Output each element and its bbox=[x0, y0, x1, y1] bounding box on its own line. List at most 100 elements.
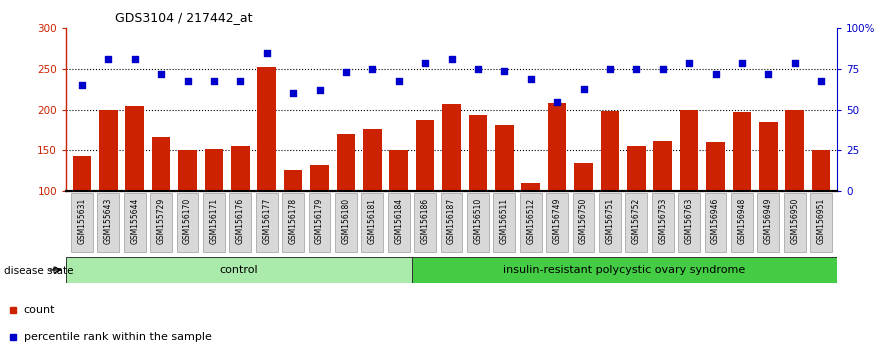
FancyBboxPatch shape bbox=[229, 193, 251, 252]
Text: GSM156179: GSM156179 bbox=[315, 198, 324, 244]
Bar bbox=[284, 170, 302, 191]
Point bbox=[497, 69, 511, 74]
Point bbox=[418, 61, 433, 66]
Text: percentile rank within the sample: percentile rank within the sample bbox=[24, 332, 211, 342]
Point bbox=[286, 91, 300, 96]
Point bbox=[181, 79, 195, 84]
Bar bbox=[786, 110, 804, 191]
FancyBboxPatch shape bbox=[467, 193, 489, 252]
Text: GSM156511: GSM156511 bbox=[500, 198, 509, 244]
FancyBboxPatch shape bbox=[811, 193, 832, 252]
Text: GSM156763: GSM156763 bbox=[685, 198, 693, 244]
FancyBboxPatch shape bbox=[493, 193, 515, 252]
FancyBboxPatch shape bbox=[308, 193, 330, 252]
Text: GSM155643: GSM155643 bbox=[104, 198, 113, 244]
FancyBboxPatch shape bbox=[678, 193, 700, 252]
Point bbox=[603, 66, 617, 72]
FancyBboxPatch shape bbox=[520, 193, 542, 252]
FancyBboxPatch shape bbox=[546, 193, 568, 252]
FancyBboxPatch shape bbox=[414, 193, 436, 252]
Point bbox=[814, 79, 828, 84]
Text: GSM156187: GSM156187 bbox=[447, 198, 456, 244]
FancyBboxPatch shape bbox=[124, 193, 145, 252]
FancyBboxPatch shape bbox=[784, 193, 805, 252]
FancyBboxPatch shape bbox=[335, 193, 357, 252]
Bar bbox=[442, 104, 461, 191]
Bar bbox=[389, 150, 408, 191]
FancyBboxPatch shape bbox=[177, 193, 198, 252]
Text: GSM156186: GSM156186 bbox=[420, 198, 430, 244]
Text: GSM156751: GSM156751 bbox=[605, 198, 614, 244]
Point bbox=[366, 66, 380, 72]
Point bbox=[655, 66, 670, 72]
FancyBboxPatch shape bbox=[204, 193, 225, 252]
Bar bbox=[759, 122, 778, 191]
Bar bbox=[204, 149, 223, 191]
Point bbox=[444, 56, 458, 62]
Text: GSM156951: GSM156951 bbox=[817, 198, 825, 244]
Text: control: control bbox=[219, 265, 258, 275]
FancyBboxPatch shape bbox=[440, 193, 463, 252]
Bar bbox=[601, 112, 619, 191]
Bar bbox=[310, 165, 329, 191]
Bar bbox=[654, 141, 672, 191]
Bar bbox=[522, 183, 540, 191]
Point bbox=[154, 71, 168, 77]
Text: GSM156749: GSM156749 bbox=[552, 198, 561, 244]
Point bbox=[550, 99, 564, 104]
Text: GSM156170: GSM156170 bbox=[183, 198, 192, 244]
Point bbox=[101, 56, 115, 62]
Bar bbox=[548, 103, 566, 191]
Text: GSM156177: GSM156177 bbox=[263, 198, 271, 244]
Text: GSM156950: GSM156950 bbox=[790, 198, 799, 244]
Text: GSM156750: GSM156750 bbox=[579, 198, 588, 244]
FancyBboxPatch shape bbox=[731, 193, 752, 252]
Text: GSM155644: GSM155644 bbox=[130, 198, 139, 244]
FancyBboxPatch shape bbox=[573, 193, 595, 252]
Bar bbox=[72, 156, 91, 191]
Text: GSM156180: GSM156180 bbox=[342, 198, 351, 244]
FancyBboxPatch shape bbox=[388, 193, 410, 252]
Point bbox=[788, 60, 802, 65]
Bar bbox=[363, 129, 381, 191]
Point bbox=[523, 76, 537, 82]
FancyBboxPatch shape bbox=[255, 193, 278, 252]
Point bbox=[576, 86, 590, 91]
Text: GSM156752: GSM156752 bbox=[632, 198, 640, 244]
FancyBboxPatch shape bbox=[758, 193, 779, 252]
Bar bbox=[469, 115, 487, 191]
Point bbox=[75, 82, 89, 88]
Point bbox=[682, 60, 696, 65]
Bar bbox=[627, 147, 646, 191]
Point bbox=[392, 79, 406, 84]
Bar bbox=[574, 163, 593, 191]
Text: GSM156753: GSM156753 bbox=[658, 198, 667, 244]
FancyBboxPatch shape bbox=[599, 193, 621, 252]
Text: GSM156176: GSM156176 bbox=[236, 198, 245, 244]
Point bbox=[629, 66, 643, 72]
Text: GSM155729: GSM155729 bbox=[157, 198, 166, 244]
Text: GSM155631: GSM155631 bbox=[78, 198, 86, 244]
FancyBboxPatch shape bbox=[411, 257, 837, 283]
Text: GSM156948: GSM156948 bbox=[737, 198, 746, 244]
Point bbox=[735, 60, 749, 65]
Point bbox=[207, 79, 221, 84]
FancyBboxPatch shape bbox=[151, 193, 172, 252]
Bar bbox=[231, 147, 249, 191]
Bar bbox=[337, 134, 355, 191]
Point bbox=[339, 69, 353, 75]
Text: GSM156184: GSM156184 bbox=[394, 198, 403, 244]
Point bbox=[708, 71, 722, 77]
Point bbox=[761, 71, 775, 77]
FancyBboxPatch shape bbox=[71, 193, 93, 252]
Point bbox=[233, 79, 248, 84]
Bar bbox=[178, 150, 196, 191]
FancyBboxPatch shape bbox=[282, 193, 304, 252]
Bar bbox=[707, 142, 725, 191]
Text: GSM156510: GSM156510 bbox=[473, 198, 483, 244]
Bar bbox=[680, 110, 699, 191]
FancyBboxPatch shape bbox=[361, 193, 383, 252]
Text: GSM156181: GSM156181 bbox=[367, 198, 377, 244]
Text: GSM156171: GSM156171 bbox=[210, 198, 218, 244]
Bar bbox=[733, 112, 751, 191]
